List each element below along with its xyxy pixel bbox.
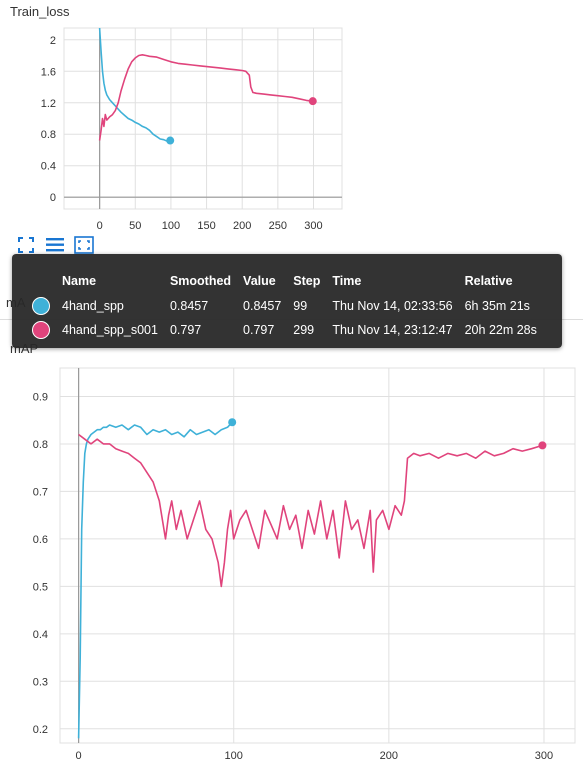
series-line-4hand_spp_s001 <box>98 54 313 141</box>
chart-toolbar <box>16 236 94 254</box>
y-tick-label: 2 <box>50 35 56 47</box>
x-tick-label: 50 <box>129 220 141 232</box>
tooltip-header-time: Time <box>332 274 362 288</box>
y-tick-label: 0.8 <box>41 129 56 141</box>
x-tick-label: 200 <box>380 750 398 762</box>
series-line-4hand_spp <box>98 27 171 143</box>
x-tick-label: 100 <box>162 220 180 232</box>
x-tick-label: 300 <box>535 750 553 762</box>
x-tick-label: 0 <box>97 220 103 232</box>
tooltip-header-step: Step <box>293 274 321 288</box>
tooltip-header-relative: Relative <box>464 274 513 288</box>
series-line-4hand_spp <box>77 421 233 739</box>
y-tick-label: 0.8 <box>33 439 48 451</box>
tooltip-smoothed: 0.8457 <box>169 299 209 313</box>
y-tick-label: 0.7 <box>33 486 48 498</box>
y-tick-label: 0.3 <box>33 676 48 688</box>
y-tick-label: 0.6 <box>33 534 48 546</box>
tooltip-header-row: Name Smoothed Value Step Time Relative <box>26 272 543 294</box>
tooltip-row: 4hand_spp 0.8457 0.8457 99 Thu Nov 14, 0… <box>26 294 543 318</box>
series-endpoint-marker[interactable] <box>166 136 175 145</box>
tooltip-row: 4hand_spp_s001 0.797 0.797 299 Thu Nov 1… <box>26 318 543 342</box>
loss-chart-title: Train_loss <box>10 4 70 19</box>
tooltip-time: Thu Nov 14, 02:33:56 <box>332 299 453 313</box>
y-tick-label: 1.6 <box>41 66 56 78</box>
map-chart[interactable]: 0 100 200 300 0.2 0.3 0.4 0.5 0.6 0.7 0.8 0.9 <box>0 360 583 769</box>
y-tick-label: 0.5 <box>33 581 48 593</box>
x-tick-label: 250 <box>269 220 287 232</box>
series-tooltip: Name Smoothed Value Step Time Relative 4… <box>12 254 562 348</box>
tooltip-run-name: 4hand_spp <box>62 299 124 313</box>
loss-chart[interactable]: 0 50 100 150 200 250 300 0 0.4 0.8 1.2 1.6 2 <box>0 22 360 232</box>
y-tick-label: 0 <box>50 192 56 204</box>
tooltip-header-swatch <box>26 272 56 294</box>
toggle-log-scale-icon[interactable] <box>45 236 65 254</box>
y-tick-label: 0.4 <box>33 629 48 641</box>
y-tick-label: 0.2 <box>33 724 48 736</box>
series-color-swatch <box>32 297 50 315</box>
series-endpoint-marker[interactable] <box>308 97 317 106</box>
x-tick-label: 300 <box>304 220 322 232</box>
series-color-swatch <box>32 321 50 339</box>
y-tick-label: 1.2 <box>41 98 56 110</box>
x-tick-label: 200 <box>233 220 251 232</box>
series-line-4hand_spp_s001 <box>78 433 543 588</box>
plot-frame <box>63 27 343 210</box>
series-endpoint-marker[interactable] <box>538 441 547 450</box>
x-tick-label: 150 <box>197 220 215 232</box>
tooltip-time: Thu Nov 14, 23:12:47 <box>332 323 453 337</box>
tooltip-table: Name Smoothed Value Step Time Relative 4… <box>26 272 543 342</box>
plot-frame <box>59 367 576 744</box>
tooltip-value: 0.797 <box>243 323 275 337</box>
tooltip-header-value: Value <box>243 274 276 288</box>
x-tick-label: 100 <box>225 750 243 762</box>
x-tick-label: 0 <box>76 750 82 762</box>
tooltip-run-name: 4hand_spp_s001 <box>62 323 158 337</box>
tooltip-step: 299 <box>293 323 315 337</box>
tooltip-header-smoothed: Smoothed <box>169 274 232 288</box>
tooltip-value: 0.8457 <box>243 299 282 313</box>
y-tick-label: 0.9 <box>33 391 48 403</box>
expand-chart-icon[interactable] <box>74 236 94 254</box>
tooltip-relative: 6h 35m 21s <box>464 299 530 313</box>
tooltip-smoothed: 0.797 <box>169 323 202 337</box>
y-tick-label: 0.4 <box>41 161 56 173</box>
tooltip-relative: 20h 22m 28s <box>464 323 537 337</box>
tooltip-header-name: Name <box>62 274 97 288</box>
fit-domain-icon[interactable] <box>16 236 36 254</box>
tooltip-step: 99 <box>293 299 308 313</box>
series-endpoint-marker[interactable] <box>228 418 237 427</box>
